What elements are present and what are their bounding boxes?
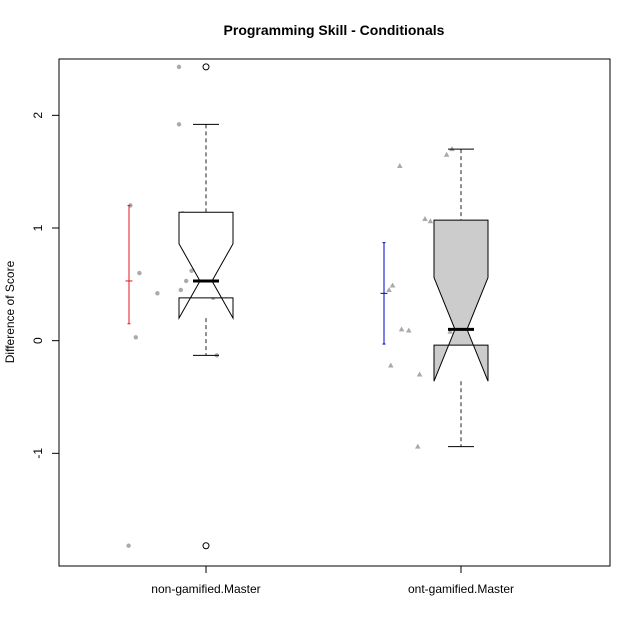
y-tick-label: -1 <box>31 448 45 459</box>
data-point-triangle <box>416 371 423 377</box>
outlier-point <box>202 63 210 71</box>
data-point <box>155 291 160 296</box>
data-point-triangle <box>397 163 403 169</box>
x-tick-label: non-gamified.Master <box>151 582 260 596</box>
y-tick-label: 0 <box>31 337 45 344</box>
data-point-triangle <box>406 327 412 333</box>
data-point <box>126 543 131 548</box>
data-point-triangle <box>388 362 394 368</box>
data-point <box>137 270 142 276</box>
data-point <box>189 268 194 274</box>
x-tick-label: ont-gamified.Master <box>408 582 514 596</box>
data-point-triangle <box>415 443 421 449</box>
y-axis-label: Difference of Score <box>3 260 17 363</box>
plot-frame <box>58 58 611 567</box>
chart-title: Programming Skill - Conditionals <box>224 22 445 38</box>
y-tick-label: 2 <box>31 112 45 119</box>
data-point-triangle <box>443 151 450 157</box>
data-point-triangle <box>422 215 428 221</box>
notched-box <box>433 219 489 382</box>
data-point <box>133 335 138 340</box>
notched-box <box>178 211 234 321</box>
data-point-triangle <box>398 326 405 332</box>
data-point <box>176 122 182 127</box>
data-point-triangle <box>386 286 392 292</box>
y-tick-label: 1 <box>31 224 45 231</box>
outlier-point <box>202 542 210 550</box>
data-point <box>176 64 182 70</box>
plot-marks: -1 0 1 2 non-gamified.Master ont-gamified.Mas… <box>31 63 514 596</box>
data-point-triangle <box>389 282 396 288</box>
data-point-triangle <box>427 218 434 224</box>
data-point <box>184 278 189 284</box>
data-point-triangle <box>447 328 453 334</box>
data-point <box>178 287 183 293</box>
